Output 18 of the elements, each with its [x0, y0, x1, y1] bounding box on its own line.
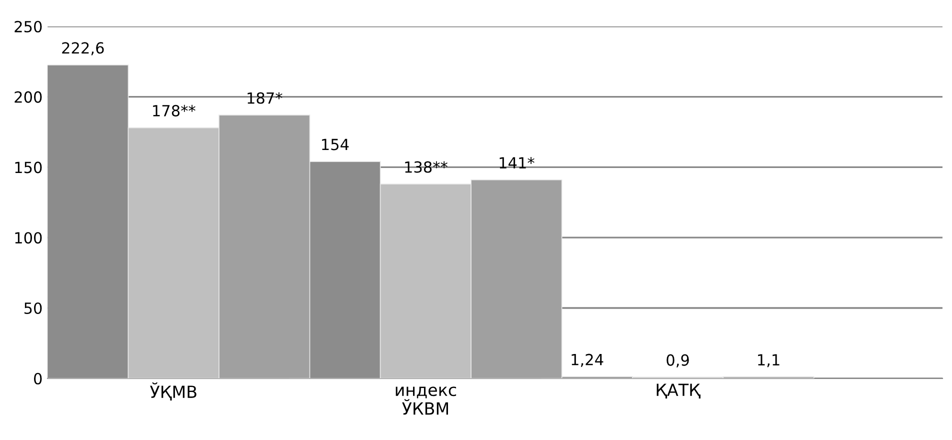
data-label: 1,24: [572, 354, 604, 367]
data-label: 187*: [248, 92, 282, 104]
y-tick-label: 100: [15, 232, 42, 244]
data-label: 178**: [153, 104, 196, 116]
data-label: 222,6: [62, 42, 104, 56]
data-label: 0,9: [666, 354, 689, 368]
y-tick-label: 150: [15, 162, 42, 174]
y-tick-label: 250: [14, 20, 42, 32]
data-label: 154: [322, 138, 349, 150]
y-tick-label: 50: [24, 302, 42, 314]
x-tick-label: ЎҚМВ: [150, 382, 196, 400]
x-tick-label: ҚАТҚ: [656, 384, 700, 399]
y-tick-label: 0: [34, 372, 42, 384]
data-label: 141*: [500, 157, 534, 168]
x-tick-label: индекс ЎКВМ: [396, 386, 456, 415]
data-label: 138**: [405, 161, 448, 173]
data-label: 1,1: [758, 354, 780, 368]
y-tick-label: 200: [14, 91, 42, 103]
